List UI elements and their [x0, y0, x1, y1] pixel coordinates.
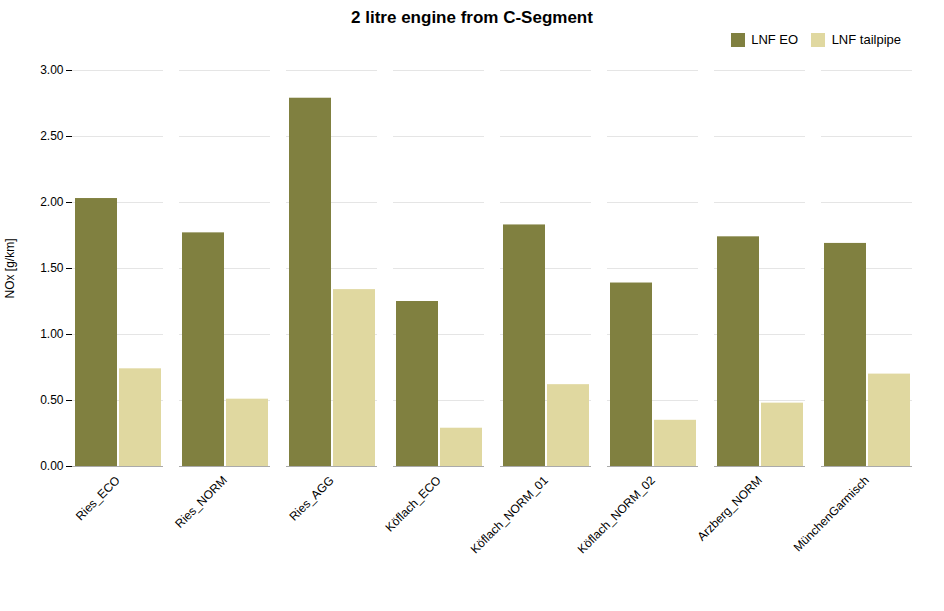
svg-text:Ries_NORM: Ries_NORM [172, 473, 230, 531]
html-text:LNF EO: LNF EO [751, 32, 799, 48]
html-text:LNF tailpipe: LNF tailpipe [831, 32, 901, 48]
svg-text:Arzberg_NORM: Arzberg_NORM [695, 473, 765, 543]
svg-text:Köflach_ECO: Köflach_ECO [383, 473, 444, 534]
svg-text:0.00: 0.00 [40, 459, 64, 473]
svg-text:NOx [g/km]: NOx [g/km] [3, 238, 17, 298]
svg-text:Köflach_NORM_01: Köflach_NORM_01 [468, 473, 551, 556]
svg-text:MünchenGarmisch: MünchenGarmisch [791, 473, 872, 554]
svg-text:1.00: 1.00 [40, 327, 64, 341]
svg-text:2.00: 2.00 [40, 195, 64, 209]
svg-text:1.50: 1.50 [40, 261, 64, 275]
svg-text:0.50: 0.50 [40, 393, 64, 407]
svg-text:3.00: 3.00 [40, 63, 64, 77]
svg-text:Ries_ECO: Ries_ECO [73, 473, 123, 523]
svg-text:Köflach_NORM_02: Köflach_NORM_02 [575, 473, 658, 556]
svg-text:Ries_AGG: Ries_AGG [286, 473, 336, 523]
svg-text:2.50: 2.50 [40, 129, 64, 143]
html-text:2 litre engine from C-Segment: 2 litre engine from C-Segment [351, 8, 593, 27]
